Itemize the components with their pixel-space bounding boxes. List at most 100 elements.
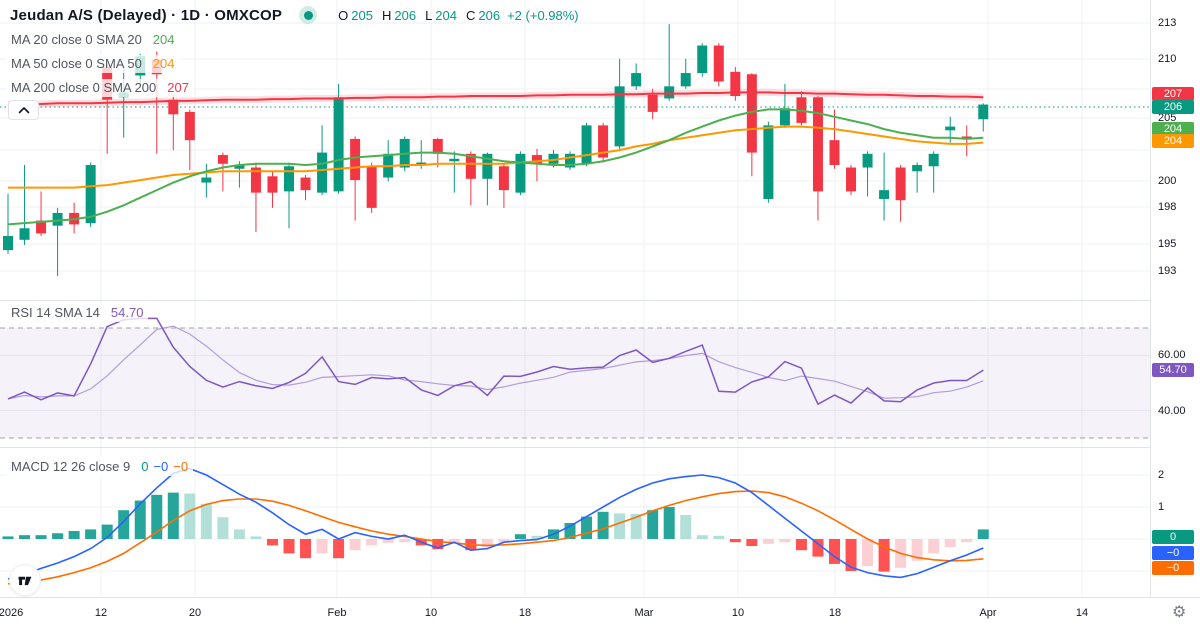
legend-ma50[interactable]: MA 50 close 0 SMA 50 204 (6, 55, 180, 73)
horizontal-gridlines (0, 22, 1150, 272)
candle-body (895, 167, 906, 201)
time-tick-label: Apr (979, 607, 997, 619)
macd-bar (614, 513, 626, 539)
legend-rsi-value: 54.70 (110, 305, 144, 320)
macd-bar (283, 539, 295, 554)
legend-rsi-label: RSI 14 SMA 14 (11, 305, 100, 320)
candle-body (482, 153, 493, 179)
price-badge: 204 (1152, 134, 1194, 148)
candle-body (812, 97, 823, 192)
candle-body (449, 158, 460, 162)
macd-bar (2, 536, 14, 539)
candle-body (647, 94, 658, 112)
candle-body (565, 153, 576, 168)
macd-bar (647, 510, 659, 539)
macd-bar (35, 535, 47, 539)
macd-bar (200, 503, 212, 539)
macd-tick-label: 2 (1158, 469, 1165, 481)
macd-bar (266, 539, 278, 546)
candle-body (317, 152, 328, 193)
macd-bar (184, 493, 196, 539)
price-badge: 206 (1152, 100, 1194, 114)
macd-bar (300, 539, 312, 559)
candle-body (664, 86, 675, 99)
price-tick-label: 200 (1158, 175, 1177, 187)
candle-body (52, 212, 63, 226)
open-label: O (338, 7, 349, 23)
legend-ma20-label: MA 20 close 0 SMA 20 (11, 32, 142, 47)
macd-bar (961, 539, 973, 543)
legend-rsi[interactable]: RSI 14 SMA 14 54.70 (6, 304, 149, 322)
market-status-icon (299, 6, 318, 24)
legend-ma200-label: MA 200 close 0 SMA 200 (11, 80, 157, 95)
macd-value-badge: −0 (1152, 561, 1194, 575)
candle-body (928, 153, 939, 167)
ma200-line (8, 91, 984, 106)
candle-body (945, 126, 956, 131)
legend-macd[interactable]: MACD 12 26 close 9 0 −0 −0 (6, 458, 194, 476)
change-value: +2 (+0.98%) (507, 7, 579, 23)
price-axis[interactable]: 213 210 205 200 198 195 193 60.00 40.00 2 1 207 206 2… (1150, 0, 1200, 597)
rsi-sma-line (7, 325, 984, 400)
macd-bar (812, 539, 824, 557)
candle-body (598, 125, 609, 158)
candle-body (498, 166, 509, 191)
pane-separator-macd[interactable] (0, 447, 1200, 448)
candle-body (234, 165, 245, 169)
macd-bar (597, 511, 609, 539)
tradingview-logo[interactable] (10, 565, 40, 595)
rsi-band-borders (0, 327, 1150, 439)
time-axis[interactable]: ⚙ 2026 12 20 Feb 10 18 Mar 10 18 Apr 14 (0, 597, 1200, 630)
macd-bar (762, 539, 774, 544)
price-tick-label: 205 (1158, 112, 1177, 124)
macd-bar (118, 510, 130, 539)
rsi-tick-label: 40.00 (1158, 405, 1186, 417)
time-tick-label: 18 (828, 607, 842, 619)
price-pane-canvas[interactable] (0, 0, 1150, 300)
candle-body (730, 71, 741, 97)
macd-bar (581, 516, 593, 539)
candle-body (912, 165, 923, 172)
collapse-legend-button[interactable] (8, 100, 39, 120)
macd-value-badge: −0 (1152, 546, 1194, 560)
rsi-pane-canvas[interactable] (0, 300, 1150, 447)
candle-body (978, 104, 989, 120)
legend-ma20[interactable]: MA 20 close 0 SMA 20 204 (6, 31, 180, 49)
macd-histogram[interactable] (2, 492, 989, 572)
price-tick-label: 210 (1158, 53, 1177, 65)
gear-icon[interactable]: ⚙ (1172, 604, 1187, 621)
macd-bar (250, 536, 262, 539)
price-tick-label: 193 (1158, 265, 1177, 277)
macd-bar (85, 529, 97, 539)
price-tick-label: 195 (1158, 238, 1177, 250)
legend-ma200[interactable]: MA 200 close 0 SMA 200 207 (6, 79, 194, 97)
candle-body (350, 138, 361, 181)
close-label: C (466, 7, 476, 23)
macd-bar (19, 535, 31, 539)
macd-bar (52, 533, 64, 539)
macd-bar (432, 539, 444, 550)
candle-body (465, 153, 476, 179)
macd-bar (233, 529, 245, 539)
close-value: 206 (478, 7, 501, 23)
legend-macd-label: MACD 12 26 close 9 (11, 459, 131, 474)
time-tick-label: 18 (518, 607, 532, 619)
macd-bar (448, 539, 460, 543)
macd-bar (928, 539, 940, 554)
macd-bar (862, 539, 874, 567)
candle-body (267, 176, 278, 193)
time-tick-label: 2026 (0, 607, 24, 619)
price-badge: 207 (1152, 87, 1194, 101)
macd-bar (878, 539, 890, 572)
macd-tick-label: 1 (1158, 501, 1165, 513)
chevron-up-icon (18, 107, 29, 114)
high-label: H (381, 7, 392, 23)
macd-bar (134, 500, 146, 539)
high-value: 206 (394, 7, 417, 23)
vertical-gridlines (100, 300, 1083, 447)
legend-ma50-label: MA 50 close 0 SMA 50 (11, 56, 142, 71)
candle-body (333, 97, 344, 192)
pane-separator-rsi[interactable] (0, 300, 1200, 301)
macd-bar (696, 535, 708, 539)
symbol-title[interactable]: Jeudan A/S (Delayed) · 1D · OMXCOP (10, 6, 283, 24)
